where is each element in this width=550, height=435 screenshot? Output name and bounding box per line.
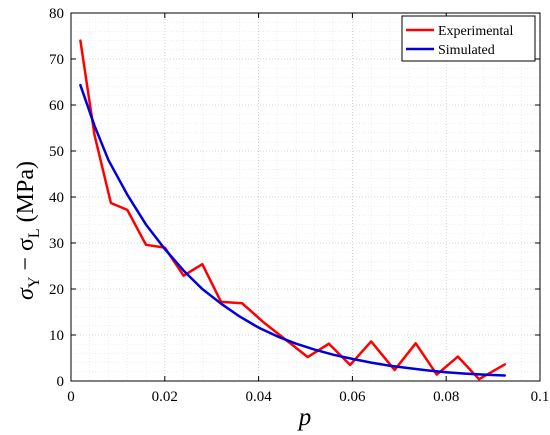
y-label-minus-sigma: − σ [13, 238, 39, 277]
x-tick-label: 0.06 [339, 389, 366, 405]
x-tick-label: 0.02 [152, 389, 178, 405]
y-axis-label: σY − σL (MPa) [13, 161, 43, 300]
series-layer [79, 39, 507, 381]
y-label-subscript-l: L [26, 228, 43, 238]
y-tick-label: 50 [49, 144, 64, 160]
x-tick-label: 0 [67, 389, 75, 405]
x-tick-label: 0.08 [433, 389, 459, 405]
y-tick-label: 0 [57, 374, 65, 390]
grid [71, 13, 540, 381]
y-label-sigma-1: σ [13, 287, 39, 300]
y-tick-label: 70 [49, 52, 64, 68]
x-tick-label: 0.04 [245, 389, 272, 405]
legend-label-experimental: Experimental [438, 24, 514, 39]
y-tick-label: 20 [49, 282, 64, 298]
y-tick-label: 60 [49, 98, 64, 114]
x-tick-label: 0.1 [531, 389, 550, 405]
legend: Experimental Simulated [401, 15, 536, 62]
series-line-simulated [79, 83, 507, 377]
y-tick-label: 30 [49, 236, 64, 252]
y-tick-label: 10 [49, 328, 64, 344]
y-label-subscript-y: Y [26, 276, 43, 288]
legend-label-simulated: Simulated [438, 43, 495, 58]
axis-ticks: 0 0.02 0.04 0.06 0.08 0.1 0 10 20 30 40 50 60 70 80 [49, 6, 549, 405]
x-axis-label: p [297, 404, 312, 431]
y-label-unit: (MPa) [13, 161, 39, 228]
y-tick-label: 40 [49, 190, 64, 206]
legend-box [401, 15, 536, 62]
series-line-experimental [79, 39, 507, 381]
y-tick-label: 80 [49, 6, 64, 22]
